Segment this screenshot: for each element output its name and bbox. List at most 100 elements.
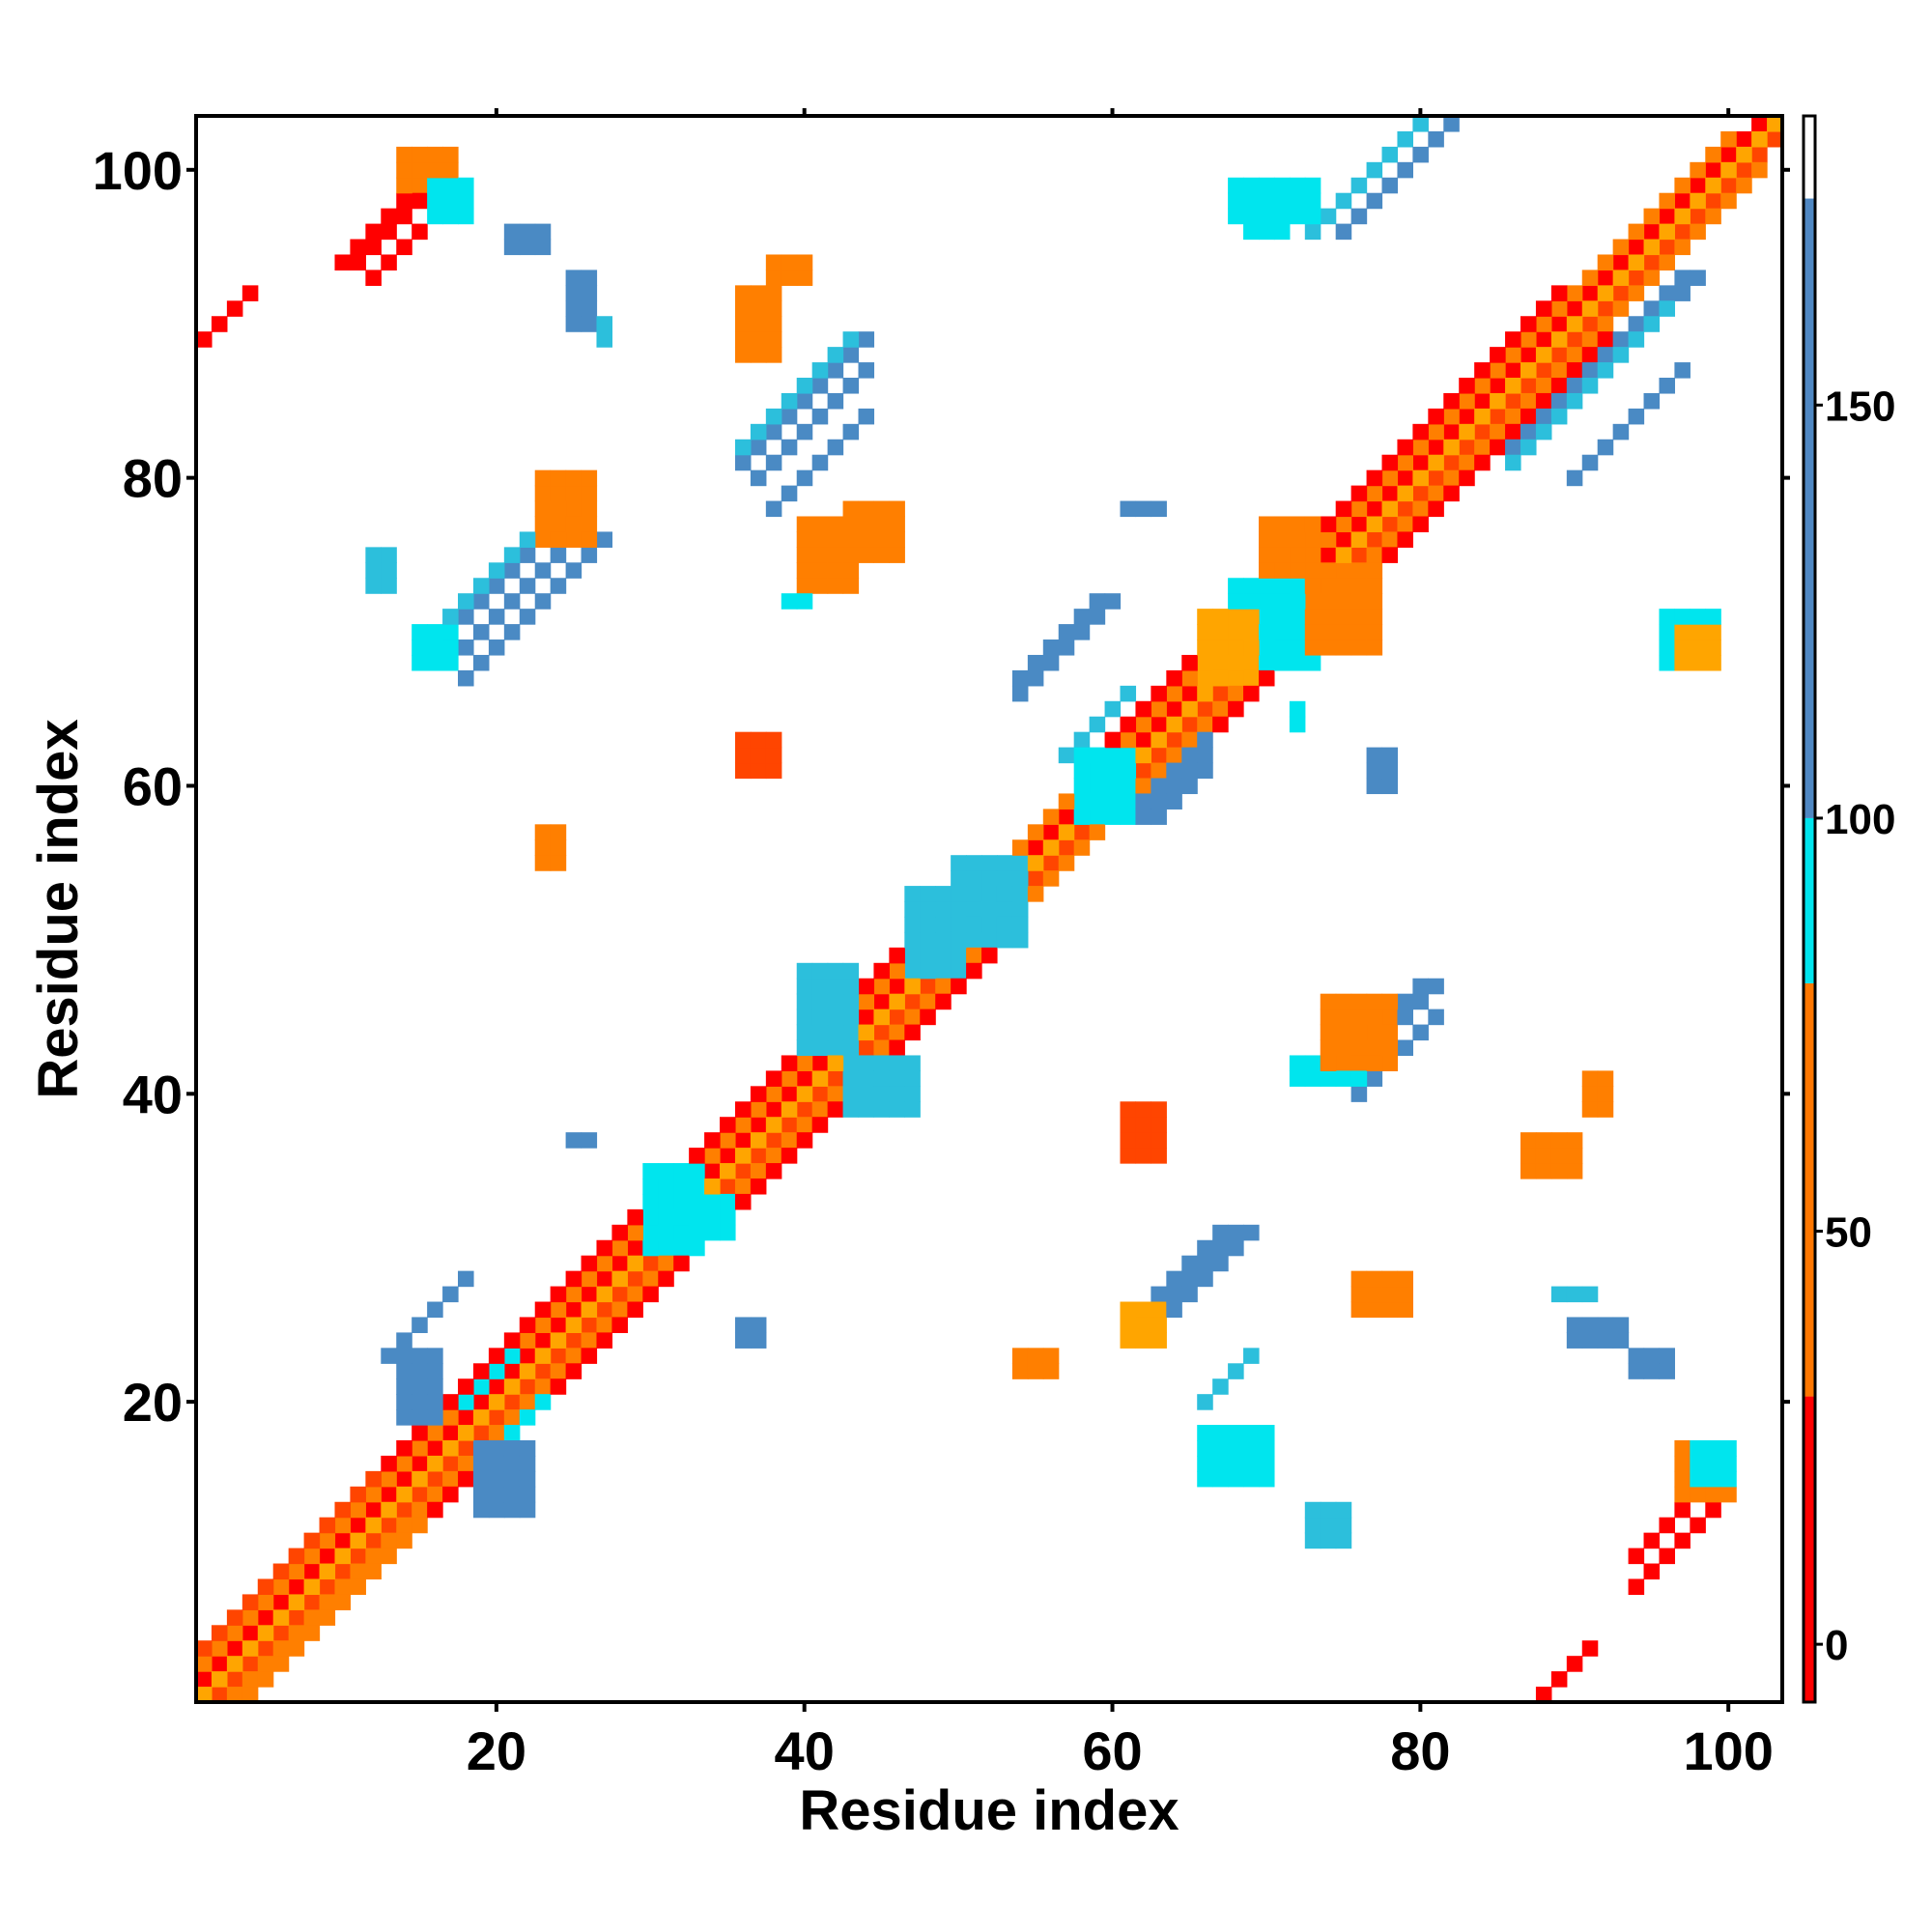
heatmap-cell (1535, 362, 1552, 379)
heatmap-cell (1474, 439, 1491, 456)
heatmap-cell (996, 855, 1013, 871)
heatmap-cell (1197, 747, 1213, 764)
heatmap-cell (1073, 609, 1091, 625)
heatmap-cell (1073, 624, 1091, 640)
heatmap-cell (658, 1224, 674, 1241)
heatmap-cell (596, 316, 613, 332)
heatmap-cell (412, 1501, 428, 1519)
heatmap-cell (1120, 778, 1137, 795)
y-tick-label: 20 (123, 1372, 183, 1433)
heatmap-cell (365, 1532, 382, 1549)
heatmap-cell (873, 1055, 890, 1071)
heatmap-cell (1335, 192, 1352, 210)
heatmap-cell (472, 654, 490, 671)
heatmap-cell (226, 1687, 243, 1703)
heatmap-cell (1705, 1486, 1721, 1503)
heatmap-cell (1412, 993, 1429, 1010)
heatmap-cell (1151, 1101, 1167, 1118)
heatmap-cell (796, 1024, 813, 1041)
heatmap-cell (1228, 669, 1244, 687)
heatmap-cell (458, 1455, 474, 1472)
heatmap-cell (642, 1163, 659, 1179)
heatmap-cell (1350, 208, 1368, 225)
heatmap-cell (211, 1625, 228, 1641)
heatmap-cell (565, 1286, 582, 1303)
heatmap-cell (1643, 1363, 1661, 1379)
heatmap-cell (519, 1378, 536, 1395)
heatmap-cell (1212, 639, 1229, 656)
heatmap-cell (842, 423, 860, 440)
heatmap-cell (488, 1470, 505, 1488)
heatmap-cell (442, 609, 459, 625)
heatmap-cell (458, 1270, 474, 1288)
heatmap-cell (889, 1024, 905, 1041)
heatmap-cell (1042, 1348, 1060, 1364)
heatmap-cell (858, 1024, 875, 1041)
x-axis: 20 40 60 80 100 (467, 108, 1774, 1781)
heatmap-cell (427, 1348, 443, 1364)
heatmap-cell (873, 1024, 890, 1041)
heatmap-cell (550, 1332, 567, 1349)
heatmap-cell (1674, 270, 1690, 286)
heatmap-cell (1581, 378, 1599, 394)
heatmap-cell (334, 254, 352, 271)
heatmap-cell (1120, 685, 1137, 702)
heatmap-cell (765, 1101, 782, 1118)
y-tick-label: 80 (123, 448, 183, 509)
heatmap-cell (581, 1255, 598, 1272)
heatmap-cell (966, 855, 982, 871)
heatmap-cell (1520, 378, 1537, 394)
heatmap-cell (1197, 1425, 1213, 1441)
heatmap-cell (1705, 1439, 1721, 1457)
heatmap-cell (442, 1286, 459, 1303)
heatmap-cell (1674, 362, 1690, 379)
heatmap-cell (1366, 1009, 1383, 1026)
heatmap-cell (1350, 1039, 1368, 1057)
heatmap-cell (1520, 362, 1537, 379)
heatmap-cell (1042, 824, 1060, 840)
heatmap-cell (365, 1517, 382, 1534)
heatmap-cell (472, 1501, 490, 1519)
heatmap-cell (242, 1594, 259, 1610)
heatmap-cell (472, 1486, 490, 1503)
heatmap-cell (427, 1439, 443, 1457)
heatmap-cell (889, 962, 905, 980)
heatmap-cell (904, 901, 921, 918)
heatmap-cell (750, 469, 767, 487)
heatmap-cell (1289, 700, 1306, 718)
heatmap-cell (458, 1378, 474, 1395)
heatmap-cell (981, 886, 998, 902)
heatmap-cell (396, 1455, 412, 1472)
heatmap-cell (1243, 1470, 1260, 1488)
heatmap-cell (1243, 223, 1260, 241)
heatmap-cell (1412, 146, 1429, 163)
heatmap-cell (734, 300, 752, 317)
heatmap-cell (1412, 454, 1429, 471)
heatmap-cell (1659, 624, 1676, 640)
heatmap-cell (1443, 408, 1460, 425)
heatmap-cell (1581, 316, 1599, 332)
heatmap-cell (1366, 161, 1383, 179)
heatmap-cell (1720, 1455, 1737, 1472)
heatmap-cell (842, 962, 860, 980)
heatmap-cell (1335, 1055, 1352, 1071)
heatmap-cell (811, 1070, 829, 1087)
heatmap-cell (827, 347, 844, 363)
heatmap-cell (750, 439, 767, 456)
heatmap-cell (1058, 839, 1075, 856)
heatmap-cell (1566, 378, 1583, 394)
heatmap-cell (334, 1501, 352, 1519)
heatmap-cell (842, 1055, 860, 1071)
heatmap-cell (796, 270, 813, 286)
heatmap-cell (1011, 839, 1029, 856)
heatmap-cell (1381, 1009, 1399, 1026)
heatmap-cell (904, 993, 921, 1010)
heatmap-cell (242, 1609, 259, 1626)
heatmap-cell (257, 1656, 274, 1672)
heatmap-cell (1751, 116, 1768, 132)
heatmap-cell (1151, 500, 1167, 518)
heatmap-cell (1550, 316, 1568, 332)
heatmap-cell (272, 1625, 290, 1641)
heatmap-cell (1566, 1132, 1583, 1149)
heatmap-cell (211, 1671, 228, 1688)
